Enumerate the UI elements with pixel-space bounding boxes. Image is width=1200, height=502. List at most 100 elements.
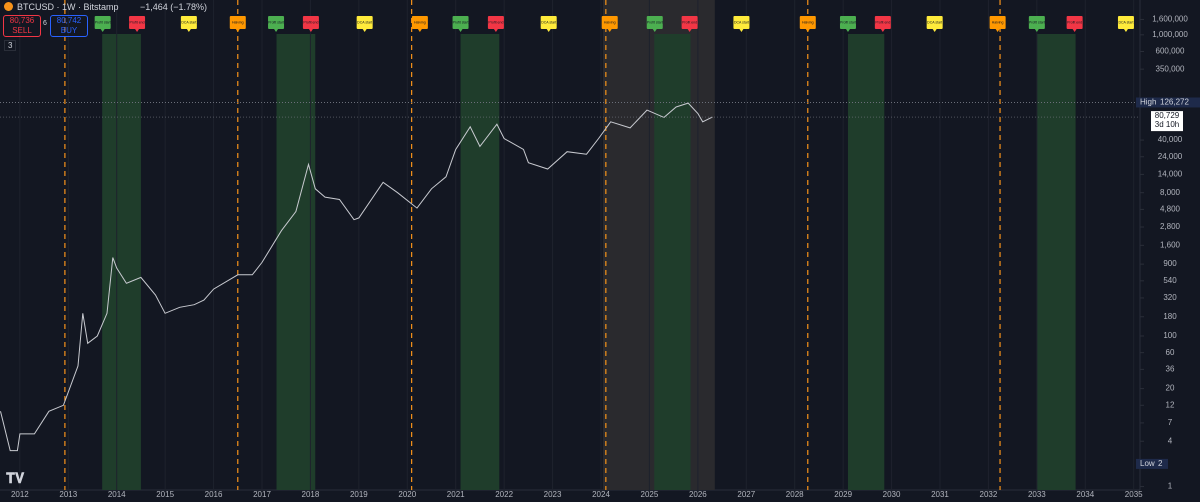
logo: 𝐓𝐕: [6, 470, 25, 486]
y-tick-label: 900: [1163, 259, 1177, 268]
profit-zone: [102, 34, 141, 490]
y-tick-label: 1,000,000: [1152, 30, 1188, 39]
x-tick-label: 2025: [641, 490, 659, 499]
event-tag: [129, 16, 146, 29]
event-tag-label: Halving: [604, 20, 616, 24]
event-tag-label: Profit start: [453, 20, 469, 24]
high-label-bg: [1136, 97, 1200, 108]
event-tag: [356, 16, 373, 29]
spread: 6: [43, 20, 47, 27]
y-tick-label: 60: [1166, 348, 1175, 357]
event-tag-pointer: [458, 29, 463, 32]
event-tag-label: DCA start: [734, 20, 749, 24]
x-tick-label: 2023: [544, 490, 562, 499]
event-tag-pointer: [274, 29, 279, 32]
y-tick-label: 20: [1166, 384, 1175, 393]
last-price: 80,729: [1155, 111, 1180, 120]
y-tick-label: 8,000: [1160, 188, 1181, 197]
x-tick-label: 2018: [302, 490, 320, 499]
event-tag-label: Profit start: [840, 20, 856, 24]
last-price-bg: [1151, 111, 1183, 132]
event-tag: [411, 16, 428, 29]
event-tag-label: Profit end: [875, 20, 890, 24]
event-tag-label: Profit end: [682, 20, 697, 24]
x-tick-label: 2014: [108, 490, 126, 499]
y-tick-label: 1,600,000: [1152, 15, 1188, 24]
event-tag-pointer: [1072, 29, 1077, 32]
event-tag-pointer: [493, 29, 498, 32]
event-tag: [874, 16, 891, 29]
event-tag-label: Halving: [992, 20, 1004, 24]
y-tick-label: 540: [1163, 276, 1177, 285]
buy-button[interactable]: 80,742 BUY: [50, 15, 88, 37]
profit-zone: [460, 34, 500, 490]
symbol[interactable]: BTCUSD · 1W · Bitstamp: [17, 2, 119, 12]
x-tick-label: 2033: [1028, 490, 1046, 499]
buy-price: 80,742: [56, 16, 82, 25]
event-tag: [989, 16, 1006, 29]
symbol-icon: [4, 2, 13, 13]
event-tag: [839, 16, 856, 29]
x-tick-label: 2015: [156, 490, 174, 499]
sell-button[interactable]: 80,736 SELL: [3, 15, 41, 37]
profit-zone: [847, 34, 885, 490]
x-tick-label: 2013: [59, 490, 77, 499]
event-tag: [180, 16, 197, 29]
event-tag: [1028, 16, 1045, 29]
y-tick-label: 12: [1166, 400, 1175, 409]
countdown: 3d 10h: [1155, 120, 1179, 129]
x-tick-label: 2035: [1125, 490, 1143, 499]
event-tag-pointer: [1123, 29, 1128, 32]
y-tick-label: 1: [1168, 482, 1173, 491]
event-tag-pointer: [880, 29, 885, 32]
y-tick-label: 100: [1163, 331, 1177, 340]
event-tag-label: Profit end: [488, 20, 503, 24]
y-tick-label: 180: [1163, 312, 1177, 321]
event-tag: [540, 16, 557, 29]
y-tick-label: 2,800: [1160, 222, 1181, 231]
event-tag-pointer: [235, 29, 240, 32]
sell-label: SELL: [12, 26, 32, 35]
buy-label: BUY: [60, 26, 78, 35]
indicators-count: 3: [8, 41, 13, 50]
x-tick-label: 2030: [883, 490, 901, 499]
y-tick-label: 24,000: [1158, 152, 1183, 161]
event-tag-pointer: [995, 29, 1000, 32]
event-tag-label: Profit start: [647, 20, 663, 24]
event-tag-label: DCA start: [541, 20, 556, 24]
event-tag-label: Profit start: [268, 20, 284, 24]
event-tag-pointer: [805, 29, 810, 32]
indicators-toggle[interactable]: 3: [4, 40, 17, 51]
y-tick-label: 7: [1168, 418, 1173, 427]
event-tag: [268, 16, 285, 29]
event-tag-label: Profit end: [130, 20, 145, 24]
event-tag-label: DCA start: [927, 20, 942, 24]
event-tag-pointer: [546, 29, 551, 32]
event-tag-pointer: [186, 29, 191, 32]
y-tick-label: 36: [1166, 364, 1175, 373]
low-value: 2: [1158, 459, 1163, 468]
y-tick-label: 1,600: [1160, 240, 1181, 249]
event-tag-label: Halving: [802, 20, 814, 24]
profit-zone: [1036, 34, 1076, 490]
event-tag-pointer: [308, 29, 313, 32]
x-tick-label: 2031: [931, 490, 949, 499]
x-tick-label: 2028: [786, 490, 804, 499]
event-tag-pointer: [135, 29, 140, 32]
high-value: 126,272: [1160, 98, 1189, 107]
x-tick-label: 2024: [592, 490, 610, 499]
low-label-bg: [1136, 458, 1168, 469]
x-tick-label: 2032: [980, 490, 998, 499]
event-tag-pointer: [607, 29, 612, 32]
event-tag-label: Profit start: [1029, 20, 1045, 24]
x-tick-label: 2020: [398, 490, 416, 499]
event-tag: [229, 16, 246, 29]
event-tag-pointer: [362, 29, 367, 32]
profit-zone: [276, 34, 316, 490]
x-tick-label: 2016: [205, 490, 223, 499]
x-tick-label: 2029: [834, 490, 852, 499]
event-tag: [302, 16, 319, 29]
